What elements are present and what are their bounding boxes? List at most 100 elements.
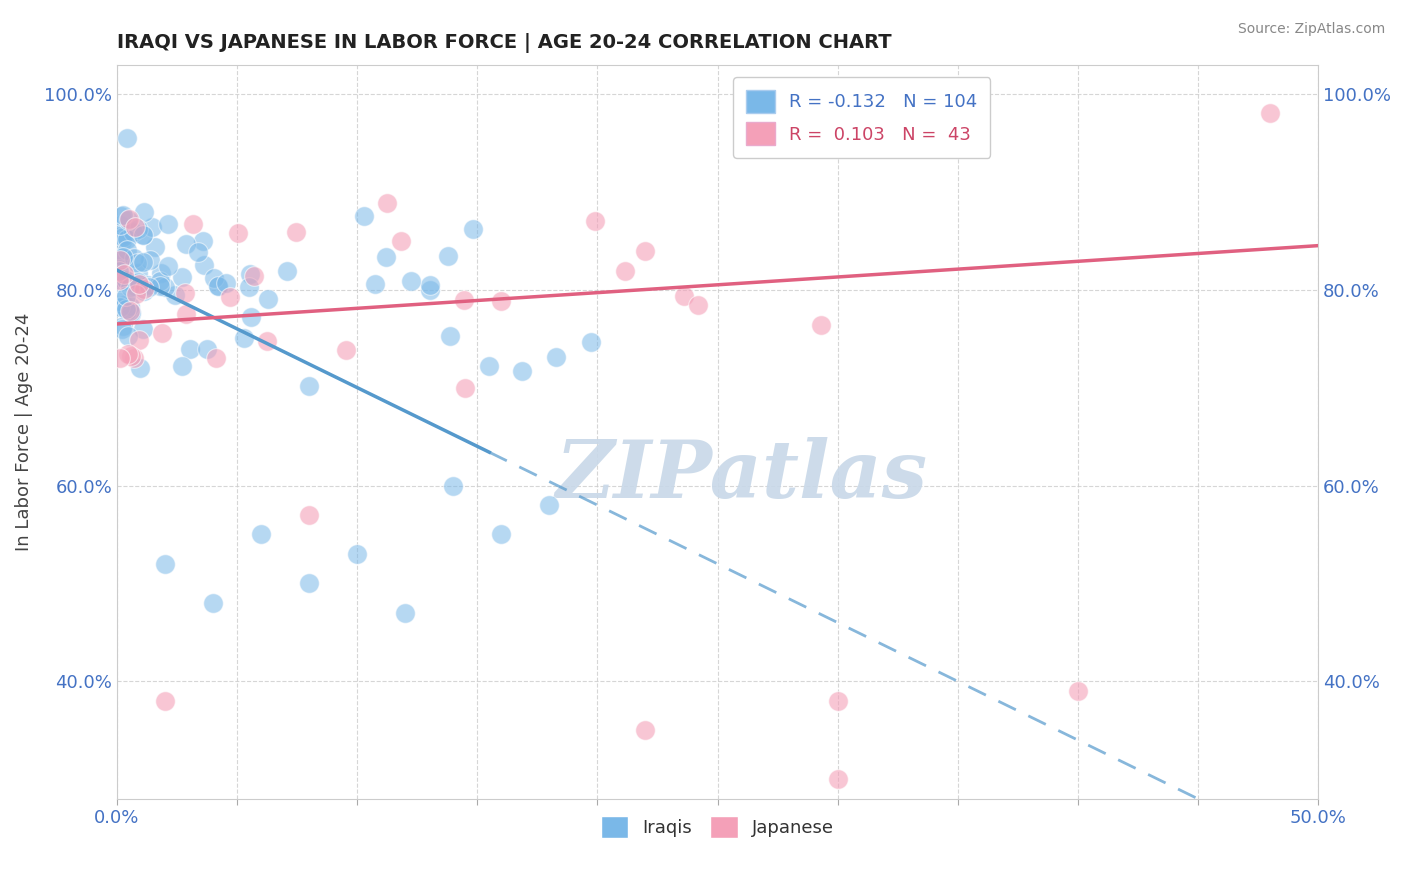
Y-axis label: In Labor Force | Age 20-24: In Labor Force | Age 20-24: [15, 312, 32, 551]
Point: [195, 342, 218, 356]
Point: [238, 280, 260, 294]
Point: [111, 252, 134, 266]
Point: [138, 280, 160, 294]
Point: [150, 265, 173, 279]
Point: [111, 228, 134, 243]
Point: [157, 217, 180, 231]
Point: [276, 264, 298, 278]
Point: [132, 228, 155, 243]
Point: [215, 277, 238, 291]
Point: [389, 235, 412, 249]
Point: [810, 318, 832, 332]
Point: [187, 245, 209, 260]
Point: [239, 267, 262, 281]
Point: [193, 258, 215, 272]
Point: [634, 723, 657, 738]
Point: [202, 271, 225, 285]
Point: [112, 268, 135, 282]
Point: [149, 275, 172, 289]
Point: [114, 273, 136, 287]
Point: [463, 222, 485, 236]
Point: [117, 328, 139, 343]
Point: [111, 234, 134, 248]
Point: [191, 234, 214, 248]
Point: [150, 326, 173, 340]
Point: [120, 304, 142, 318]
Point: [439, 329, 461, 343]
Point: [128, 277, 150, 292]
Point: [115, 289, 138, 303]
Point: [173, 285, 195, 300]
Point: [544, 350, 567, 364]
Point: [583, 214, 606, 228]
Point: [122, 251, 145, 265]
Point: [117, 303, 139, 318]
Point: [132, 227, 155, 242]
Point: [441, 478, 464, 492]
Point: [111, 230, 134, 244]
Point: [112, 208, 135, 222]
Point: [375, 195, 398, 210]
Point: [686, 298, 709, 312]
Point: [115, 131, 138, 145]
Point: [136, 277, 159, 292]
Point: [108, 262, 131, 277]
Point: [108, 218, 131, 232]
Point: [538, 498, 561, 512]
Point: [436, 249, 458, 263]
Point: [1258, 106, 1281, 120]
Point: [579, 334, 602, 349]
Point: [353, 209, 375, 223]
Point: [132, 284, 155, 298]
Point: [143, 240, 166, 254]
Point: [118, 212, 141, 227]
Text: ZIPatlas: ZIPatlas: [555, 437, 928, 515]
Point: [240, 310, 263, 324]
Point: [132, 254, 155, 268]
Point: [298, 379, 321, 393]
Point: [139, 253, 162, 268]
Point: [219, 290, 242, 304]
Point: [207, 278, 229, 293]
Legend: Iraqis, Japanese: Iraqis, Japanese: [593, 808, 841, 845]
Point: [120, 349, 142, 363]
Point: [364, 277, 387, 291]
Point: [153, 694, 176, 708]
Point: [108, 275, 131, 289]
Point: [120, 307, 142, 321]
Point: [226, 226, 249, 240]
Point: [614, 264, 637, 278]
Point: [174, 236, 197, 251]
Point: [110, 252, 132, 267]
Point: [285, 225, 308, 239]
Point: [163, 287, 186, 301]
Point: [454, 381, 477, 395]
Point: [108, 293, 131, 308]
Point: [233, 331, 256, 345]
Point: [453, 293, 475, 308]
Point: [108, 351, 131, 366]
Point: [827, 694, 849, 708]
Text: IRAQI VS JAPANESE IN LABOR FORCE | AGE 20-24 CORRELATION CHART: IRAQI VS JAPANESE IN LABOR FORCE | AGE 2…: [117, 33, 891, 53]
Point: [108, 273, 131, 287]
Point: [127, 275, 149, 289]
Point: [124, 278, 146, 293]
Point: [256, 334, 278, 348]
Point: [174, 307, 197, 321]
Point: [153, 280, 176, 294]
Point: [122, 351, 145, 366]
Point: [120, 305, 142, 319]
Point: [110, 210, 132, 224]
Point: [634, 244, 657, 258]
Point: [108, 264, 131, 278]
Point: [132, 282, 155, 296]
Point: [672, 288, 695, 302]
Point: [1067, 684, 1090, 698]
Point: [110, 250, 132, 264]
Point: [374, 251, 396, 265]
Point: [108, 300, 131, 314]
Point: [250, 527, 273, 541]
Point: [156, 259, 179, 273]
Point: [117, 244, 139, 258]
Point: [122, 225, 145, 239]
